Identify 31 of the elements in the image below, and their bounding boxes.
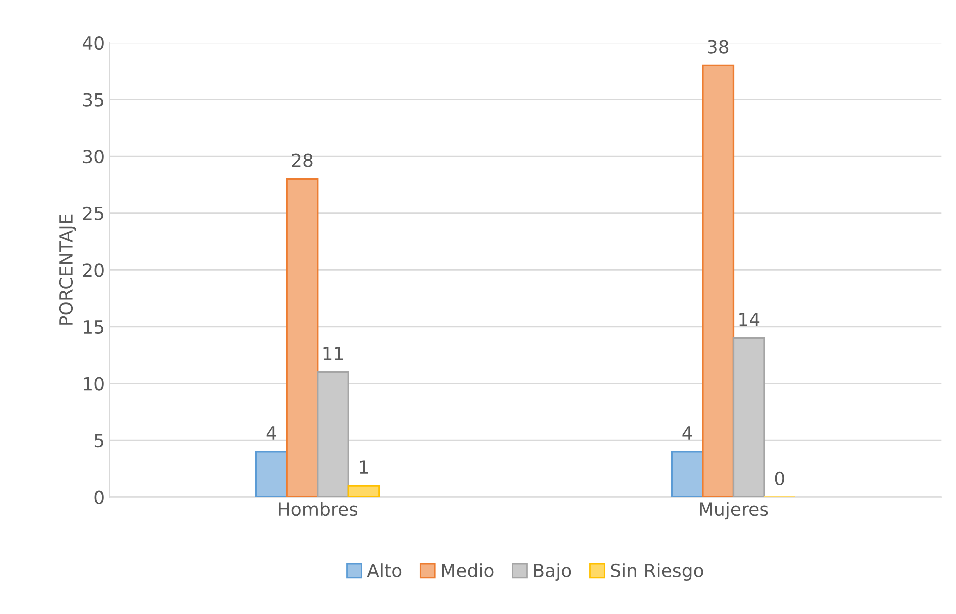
bar [255,451,288,498]
y-tick-label: 30 [83,150,104,164]
y-tick-label: 40 [82,36,104,50]
legend-label: Sin Riesgo [611,564,704,582]
legend-label: Alto [367,564,402,578]
x-tick-label: Mujeres [700,502,768,520]
data-label: 0 [775,472,784,486]
y-tick-label: 5 [94,434,104,448]
bar [671,451,704,498]
data-label: 38 [708,40,729,54]
y-axis-title: PORCENTAJE [59,214,76,325]
data-label: 1 [360,460,368,474]
data-label: 28 [292,154,313,168]
y-tick-label: 10 [84,377,104,391]
data-label: 11 [324,347,344,360]
y-tick-label: 0 [94,490,104,504]
data-label: 4 [266,426,276,440]
y-tick-label: 15 [84,320,104,334]
legend-label: Medio [442,564,494,578]
data-label: 4 [682,426,692,440]
bar [732,337,766,498]
x-tick-label: Hombres [279,502,358,516]
y-tick-label: 20 [83,264,104,278]
legend-label: Bajo [534,564,572,582]
y-tick-label: 25 [83,206,104,220]
bar [702,64,735,498]
data-label: 14 [740,313,760,326]
y-tick-label: 35 [83,93,104,107]
bar [348,485,380,498]
bar [286,178,319,498]
bar [317,372,350,498]
